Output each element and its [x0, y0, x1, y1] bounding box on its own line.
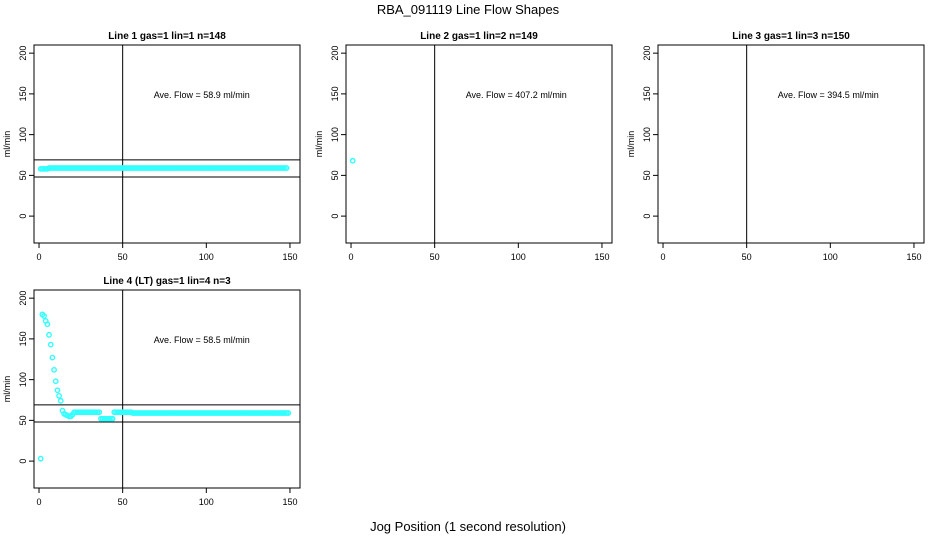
data-point: [49, 354, 56, 361]
x-tick-label: 100: [823, 252, 838, 262]
y-tick-label: 50: [18, 415, 28, 425]
x-tick-label: 100: [511, 252, 526, 262]
figure-title: RBA_091119 Line Flow Shapes: [376, 2, 560, 17]
plot-frame: [657, 44, 925, 244]
y-axis-label: ml/min: [314, 131, 324, 158]
y-axis-label: ml/min: [2, 376, 12, 403]
y-tick-label: 200: [330, 46, 340, 61]
data-point: [96, 409, 103, 416]
x-tick-label: 50: [118, 497, 128, 507]
average-flow-annotation: Ave. Flow = 58.9 ml/min: [154, 90, 250, 100]
data-point: [56, 393, 62, 399]
data-point: [47, 341, 54, 348]
x-tick-label: 150: [906, 252, 921, 262]
data-point: [52, 378, 59, 385]
chart-panel-3: Line 3 gas=1 lin=3 n=150 ml/min 0 50 100 150 0…: [626, 31, 925, 262]
panel-title: Line 3 gas=1 lin=3 n=150: [732, 31, 850, 42]
x-tick-label: 0: [37, 497, 42, 507]
data-point: [109, 415, 116, 422]
y-tick-label: 0: [642, 214, 652, 219]
x-tick-label: 150: [282, 252, 297, 262]
figure-x-axis-label: Jog Position (1 second resolution): [370, 519, 566, 534]
y-tick-label: 0: [330, 214, 340, 219]
panel-title: Line 4 (LT) gas=1 lin=4 n=3: [103, 276, 231, 287]
y-tick-label: 100: [18, 372, 28, 387]
x-tick-label: 0: [661, 252, 666, 262]
x-tick-label: 0: [37, 252, 42, 262]
x-tick-label: 100: [199, 252, 214, 262]
data-point: [46, 331, 52, 338]
y-tick-label: 0: [18, 214, 28, 219]
x-tick-label: 50: [430, 252, 440, 262]
x-tick-label: 0: [349, 252, 354, 262]
y-tick-label: 100: [330, 127, 340, 142]
chart-panel-4: Line 4 (LT) gas=1 lin=4 n=3 ml/min 0 50 100 1…: [2, 276, 301, 507]
x-tick-label: 150: [282, 497, 297, 507]
y-tick-label: 150: [18, 331, 28, 346]
panel-title: Line 1 gas=1 lin=1 n=148: [108, 31, 226, 42]
data-point: [41, 313, 47, 319]
data-point: [44, 321, 51, 328]
average-flow-annotation: Ave. Flow = 394.5 ml/min: [778, 90, 879, 100]
x-tick-label: 100: [199, 497, 214, 507]
chart-panel-2: Line 2 gas=1 lin=2 n=149 ml/min 0 50 100 150 0…: [314, 31, 613, 262]
y-tick-label: 0: [18, 459, 28, 464]
data-point: [54, 387, 61, 394]
data-point: [285, 410, 292, 416]
y-axis-label: ml/min: [626, 131, 636, 158]
y-tick-label: 200: [18, 46, 28, 61]
y-tick-label: 50: [330, 170, 340, 180]
data-point: [37, 455, 44, 462]
plot-frame: [33, 44, 301, 244]
x-tick-label: 50: [118, 252, 128, 262]
x-tick-label: 150: [594, 252, 609, 262]
y-tick-label: 100: [642, 127, 652, 142]
panel-title: Line 2 gas=1 lin=2 n=149: [420, 31, 538, 42]
y-axis-label: ml/min: [2, 131, 12, 158]
y-tick-label: 200: [642, 46, 652, 61]
y-tick-label: 150: [642, 86, 652, 101]
chart-panel-1: Line 1 gas=1 lin=1 n=148 ml/min 0 50 100 150 0…: [2, 31, 301, 262]
data-point: [283, 165, 290, 171]
x-tick-label: 50: [742, 252, 752, 262]
y-tick-label: 50: [18, 170, 28, 180]
data-point: [57, 397, 64, 404]
data-point: [51, 366, 57, 373]
y-tick-label: 150: [330, 86, 340, 101]
y-tick-label: 200: [18, 291, 28, 306]
y-tick-label: 150: [18, 86, 28, 101]
average-flow-annotation: Ave. Flow = 407.2 ml/min: [466, 90, 567, 100]
y-tick-label: 50: [642, 170, 652, 180]
y-tick-label: 100: [18, 127, 28, 142]
plot-frame: [33, 289, 301, 489]
data-point: [349, 157, 356, 164]
average-flow-annotation: Ave. Flow = 58.5 ml/min: [154, 335, 250, 345]
plot-frame: [345, 44, 613, 244]
